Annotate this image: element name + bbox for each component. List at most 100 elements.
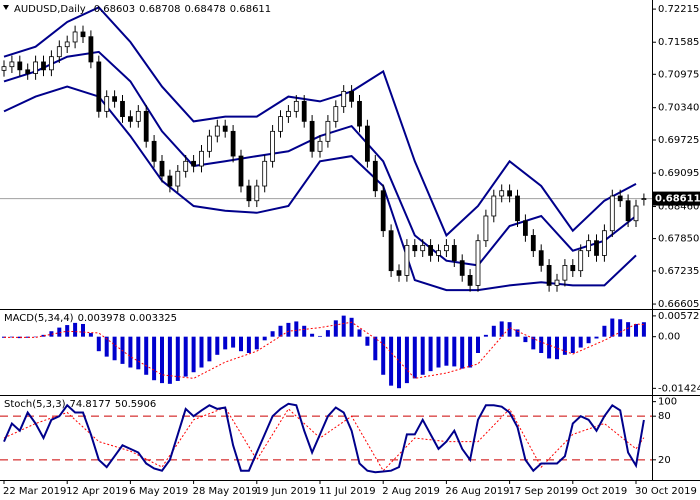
macd-bar [452, 336, 457, 367]
macd-bar [468, 336, 473, 368]
y-tick-label: 0.68460 [658, 202, 699, 213]
macd-bar [641, 322, 646, 337]
macd-bar [302, 325, 307, 337]
candle-body [625, 200, 631, 222]
candle-body [49, 56, 54, 71]
header-close: 0.68611 [230, 4, 271, 15]
macd-bar [286, 322, 291, 337]
macd-bar [17, 336, 22, 339]
macd-header: MACD(5,34,4) 0.003978 0.003325 [4, 313, 177, 324]
candle-body [594, 240, 599, 256]
macd-bar [160, 336, 164, 384]
candle-body [120, 100, 125, 118]
candle-body [538, 250, 544, 266]
macd-bar [318, 335, 322, 337]
candle-body [72, 31, 78, 43]
candle-body [135, 110, 141, 122]
y-tick-label: 20 [658, 455, 671, 466]
x-tick-label: 30 Oct 2019 [635, 486, 697, 497]
macd-bar [357, 329, 362, 337]
macd-bar [81, 323, 85, 337]
macd-bar [389, 336, 394, 386]
candle-body [491, 195, 497, 217]
candle-body [325, 120, 331, 142]
macd-bar [215, 336, 220, 355]
candle-body [578, 250, 584, 272]
stoch-header: Stoch(5,3,3) 74.8177 50.5906 [4, 399, 156, 410]
candle-body [507, 190, 513, 197]
candle-body [56, 46, 62, 58]
candle-body [254, 185, 260, 202]
macd-bar [199, 336, 204, 368]
x-tick-label: 26 Aug 2019 [445, 486, 509, 497]
candle-body [428, 245, 434, 256]
macd-bar [88, 333, 93, 337]
candle-body [112, 96, 117, 102]
candle-body [609, 195, 615, 232]
macd-bar [602, 325, 607, 337]
y-tick-label: 0.71585 [658, 37, 699, 48]
candle-body [341, 90, 347, 108]
macd-bar [444, 336, 449, 366]
candle-body [159, 160, 165, 177]
candle-body [199, 150, 204, 167]
macd-value: 0.003978 [78, 313, 126, 324]
candle-body [9, 61, 15, 68]
y-tick-label: 0.69095 [658, 168, 699, 179]
y-tick-label: 0.00 [658, 332, 680, 343]
macd-bar [420, 336, 425, 375]
candle-body [349, 90, 355, 102]
macd-bar [152, 336, 157, 381]
candle-body [206, 135, 212, 152]
candle-body [523, 220, 528, 236]
candle-body [641, 198, 647, 200]
y-tick-label: 0.72215 [658, 4, 699, 15]
macd-bar [333, 320, 338, 337]
macd-bar [223, 336, 228, 350]
candle-body [262, 160, 268, 187]
macd-bar [491, 325, 496, 337]
candle-body [309, 120, 315, 152]
y-tick-label: 0.005727 [658, 311, 700, 322]
macd-bar [96, 336, 101, 352]
candle-body [222, 125, 228, 132]
candle-body [459, 260, 465, 276]
macd-signal-value: 0.003325 [129, 313, 177, 324]
macd-bar [73, 322, 78, 337]
macd-bar [9, 336, 14, 338]
macd-title: MACD(5,34,4) [4, 313, 74, 324]
stoch-signal-value: 50.5906 [115, 399, 156, 410]
candle-body [25, 69, 31, 74]
macd-bar [49, 331, 54, 337]
bollinger-upper [3, 6, 637, 238]
macd-bar [578, 336, 583, 348]
candle-body [372, 160, 378, 192]
candle-body [633, 205, 639, 222]
price-header: AUDUSD,Daily 0.68603 0.68708 0.68478 0.68611 [14, 4, 271, 15]
candle-body [96, 61, 102, 112]
candle-body [562, 265, 568, 281]
macd-bar [167, 336, 172, 384]
macd-bar [610, 318, 615, 337]
candle-body [396, 270, 402, 276]
macd-bar [562, 336, 567, 355]
candle-body [475, 240, 481, 286]
macd-bar [270, 331, 275, 337]
macd-bar [634, 323, 638, 337]
macd-bar [436, 336, 441, 368]
candle-body [293, 100, 299, 112]
x-tick-label: 9 Oct 2019 [572, 486, 627, 497]
macd-bar [349, 317, 354, 337]
candle-body [404, 245, 410, 276]
last-price-label: 0.68611 [655, 194, 700, 205]
y-tick-label: 0.67850 [658, 234, 699, 245]
macd-bar [594, 336, 599, 339]
macd-bar [618, 319, 623, 337]
x-tick-label: 12 Apr 2019 [66, 486, 128, 497]
candle-body [380, 190, 386, 232]
y-tick-label: 100 [658, 397, 677, 408]
macd-bar [136, 336, 141, 370]
candle-body [443, 245, 449, 252]
candle-body [175, 170, 181, 187]
macd-bar [428, 336, 433, 372]
